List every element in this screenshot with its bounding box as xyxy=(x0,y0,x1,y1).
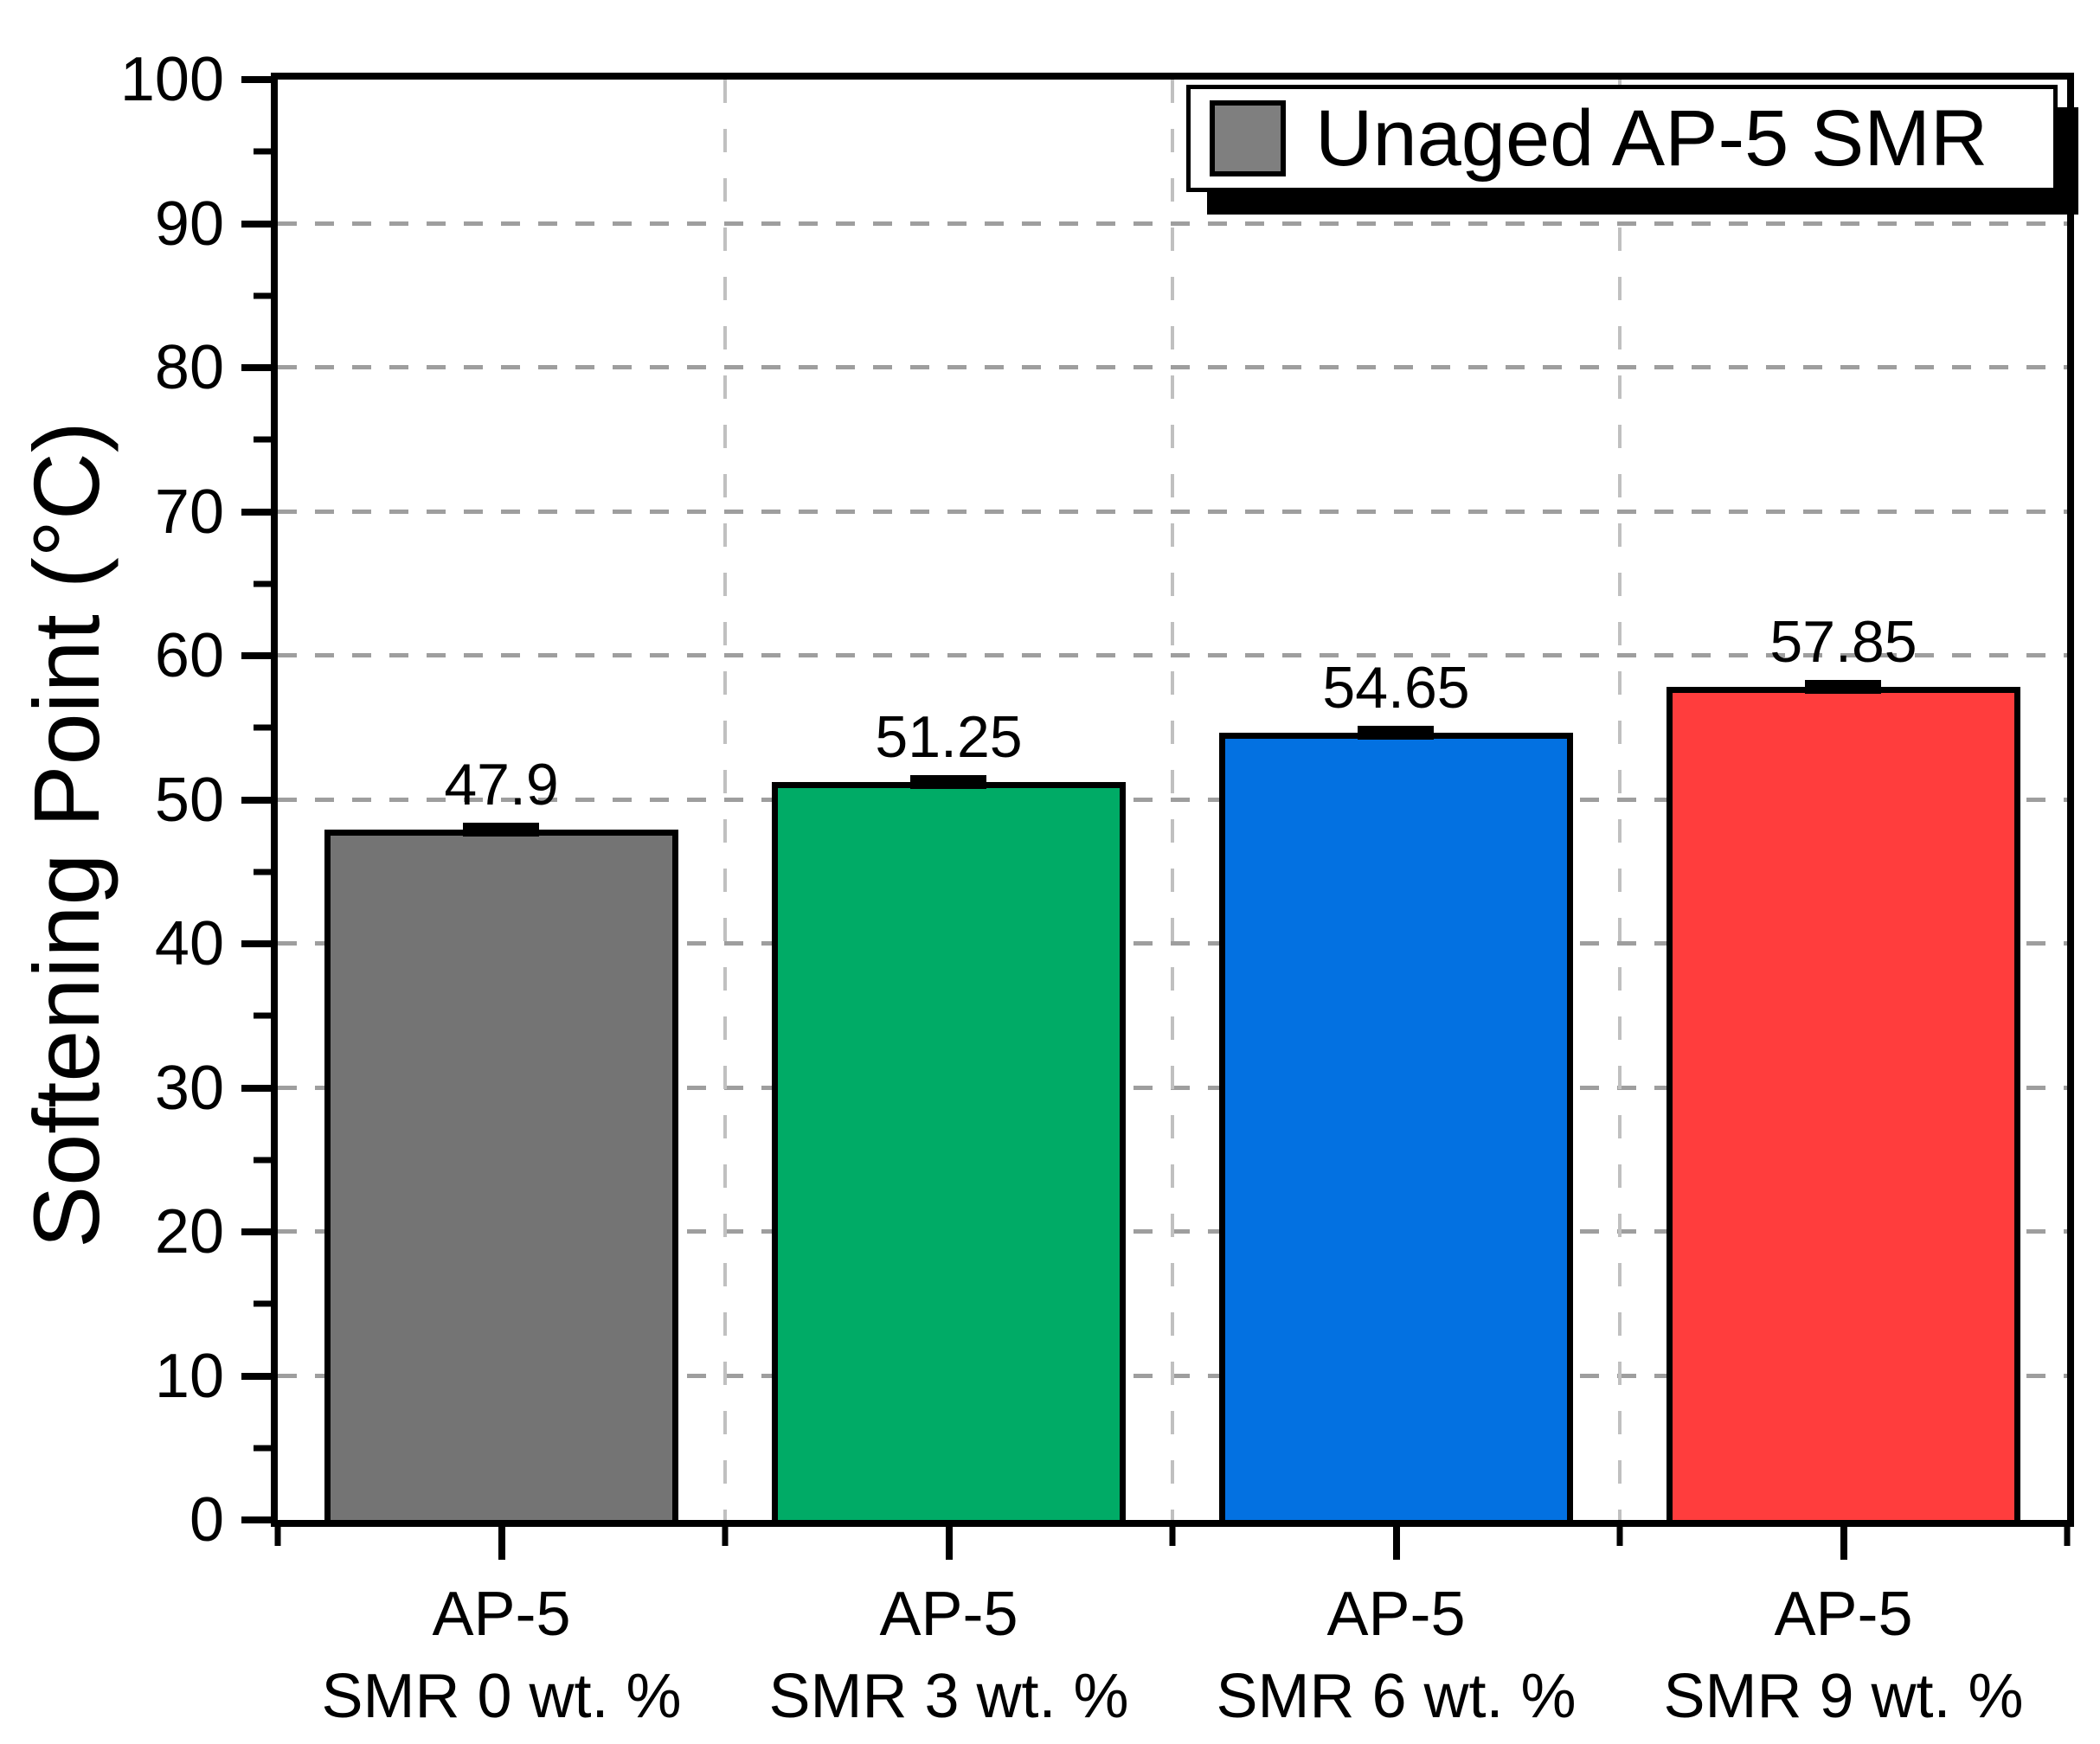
x-axis-category-label-line2: SMR 6 wt. % xyxy=(1216,1662,1577,1732)
y-axis-tick-label: 50 xyxy=(154,765,224,835)
y-axis-major-tick xyxy=(241,508,271,516)
y-axis-tick-label: 80 xyxy=(154,333,224,402)
y-axis-major-tick xyxy=(241,1516,271,1523)
y-axis-major-tick xyxy=(241,940,271,947)
x-axis-boundary-tick xyxy=(2064,1527,2071,1546)
y-axis-tick-label: 20 xyxy=(154,1197,224,1266)
error-bar-cap xyxy=(1805,679,1882,694)
y-axis-tick-label: 90 xyxy=(154,189,224,259)
x-axis-category-label: AP-5 SMR 0 wt. % xyxy=(321,1574,681,1738)
y-axis-minor-tick xyxy=(254,1012,271,1019)
bar-value-label: 54.65 xyxy=(1322,655,1470,721)
x-axis-category-label: AP-5 SMR 9 wt. % xyxy=(1663,1574,2023,1738)
x-axis-category-tick xyxy=(1392,1527,1400,1560)
legend-swatch xyxy=(1210,100,1286,176)
x-axis-category-tick xyxy=(1840,1527,1847,1560)
error-bar-cap xyxy=(463,823,540,837)
x-axis-boundary-tick xyxy=(722,1527,729,1546)
legend: Unaged AP-5 SMR xyxy=(1186,85,2058,192)
bar-value-label: 57.85 xyxy=(1769,608,1917,675)
x-axis-category-label: AP-5 SMR 6 wt. % xyxy=(1216,1574,1576,1738)
error-bar-cap xyxy=(910,774,987,789)
error-bar-cap xyxy=(1358,726,1435,741)
x-axis-category-label-line1: AP-5 xyxy=(1326,1580,1466,1649)
y-axis-tick-label: 30 xyxy=(154,1053,224,1123)
y-axis-tick-label: 0 xyxy=(189,1485,224,1555)
y-axis-tick-label: 100 xyxy=(119,45,224,114)
x-axis-category-tick xyxy=(945,1527,953,1560)
y-axis-tick-label: 70 xyxy=(154,477,224,547)
x-axis-category-label-line1: AP-5 xyxy=(432,1580,571,1649)
y-axis-major-tick xyxy=(241,1372,271,1380)
bar xyxy=(1219,726,1573,1520)
x-axis-category-label-line1: AP-5 xyxy=(1774,1580,1913,1649)
y-axis-major-tick xyxy=(241,220,271,228)
y-axis-tick-label: 60 xyxy=(154,621,224,690)
vertical-gridline xyxy=(1618,80,1622,1520)
y-axis-tick-label: 10 xyxy=(154,1341,224,1411)
y-axis-minor-tick xyxy=(254,148,271,155)
x-axis-category-label-line2: SMR 0 wt. % xyxy=(321,1662,682,1732)
y-axis-minor-tick xyxy=(254,1300,271,1307)
y-axis-minor-tick xyxy=(254,1445,271,1452)
x-axis-category-tick xyxy=(498,1527,505,1560)
vertical-gridline xyxy=(1171,80,1174,1520)
y-axis-major-tick xyxy=(241,796,271,804)
y-axis-major-tick xyxy=(241,364,271,371)
y-axis-major-tick xyxy=(241,652,271,659)
y-axis-minor-tick xyxy=(254,724,271,731)
y-axis-minor-tick xyxy=(254,869,271,875)
bar xyxy=(1667,679,2020,1520)
y-axis-title: Softening Point (°C) xyxy=(14,421,119,1248)
x-axis-boundary-tick xyxy=(1169,1527,1176,1546)
y-axis-tick-label: 40 xyxy=(154,909,224,978)
y-axis-minor-tick xyxy=(254,292,271,299)
legend-label: Unaged AP-5 SMR xyxy=(1315,94,1988,183)
bar xyxy=(324,823,678,1520)
y-axis-minor-tick xyxy=(254,436,271,443)
y-axis-major-tick xyxy=(241,76,271,83)
x-axis-category-label-line1: AP-5 xyxy=(879,1580,1018,1649)
bar xyxy=(772,774,1126,1520)
y-axis-major-tick xyxy=(241,1084,271,1092)
y-axis-major-tick xyxy=(241,1228,271,1235)
y-axis-minor-tick xyxy=(254,580,271,587)
x-axis-category-label-line2: SMR 3 wt. % xyxy=(768,1662,1129,1732)
x-axis-boundary-tick xyxy=(1616,1527,1623,1546)
x-axis-category-label: AP-5 SMR 3 wt. % xyxy=(768,1574,1128,1738)
y-axis-minor-tick xyxy=(254,1157,271,1164)
plot-area: 47.9 51.25 54.65 57.85 0 10 20 30 40 50 60 70 80 90 10… xyxy=(120,48,2074,1731)
x-axis-category-label-line2: SMR 9 wt. % xyxy=(1663,1662,2024,1732)
x-axis-boundary-tick xyxy=(274,1527,281,1546)
bar-value-label: 47.9 xyxy=(444,752,559,818)
vertical-gridline xyxy=(723,80,727,1520)
bar-value-label: 51.25 xyxy=(875,703,1023,770)
